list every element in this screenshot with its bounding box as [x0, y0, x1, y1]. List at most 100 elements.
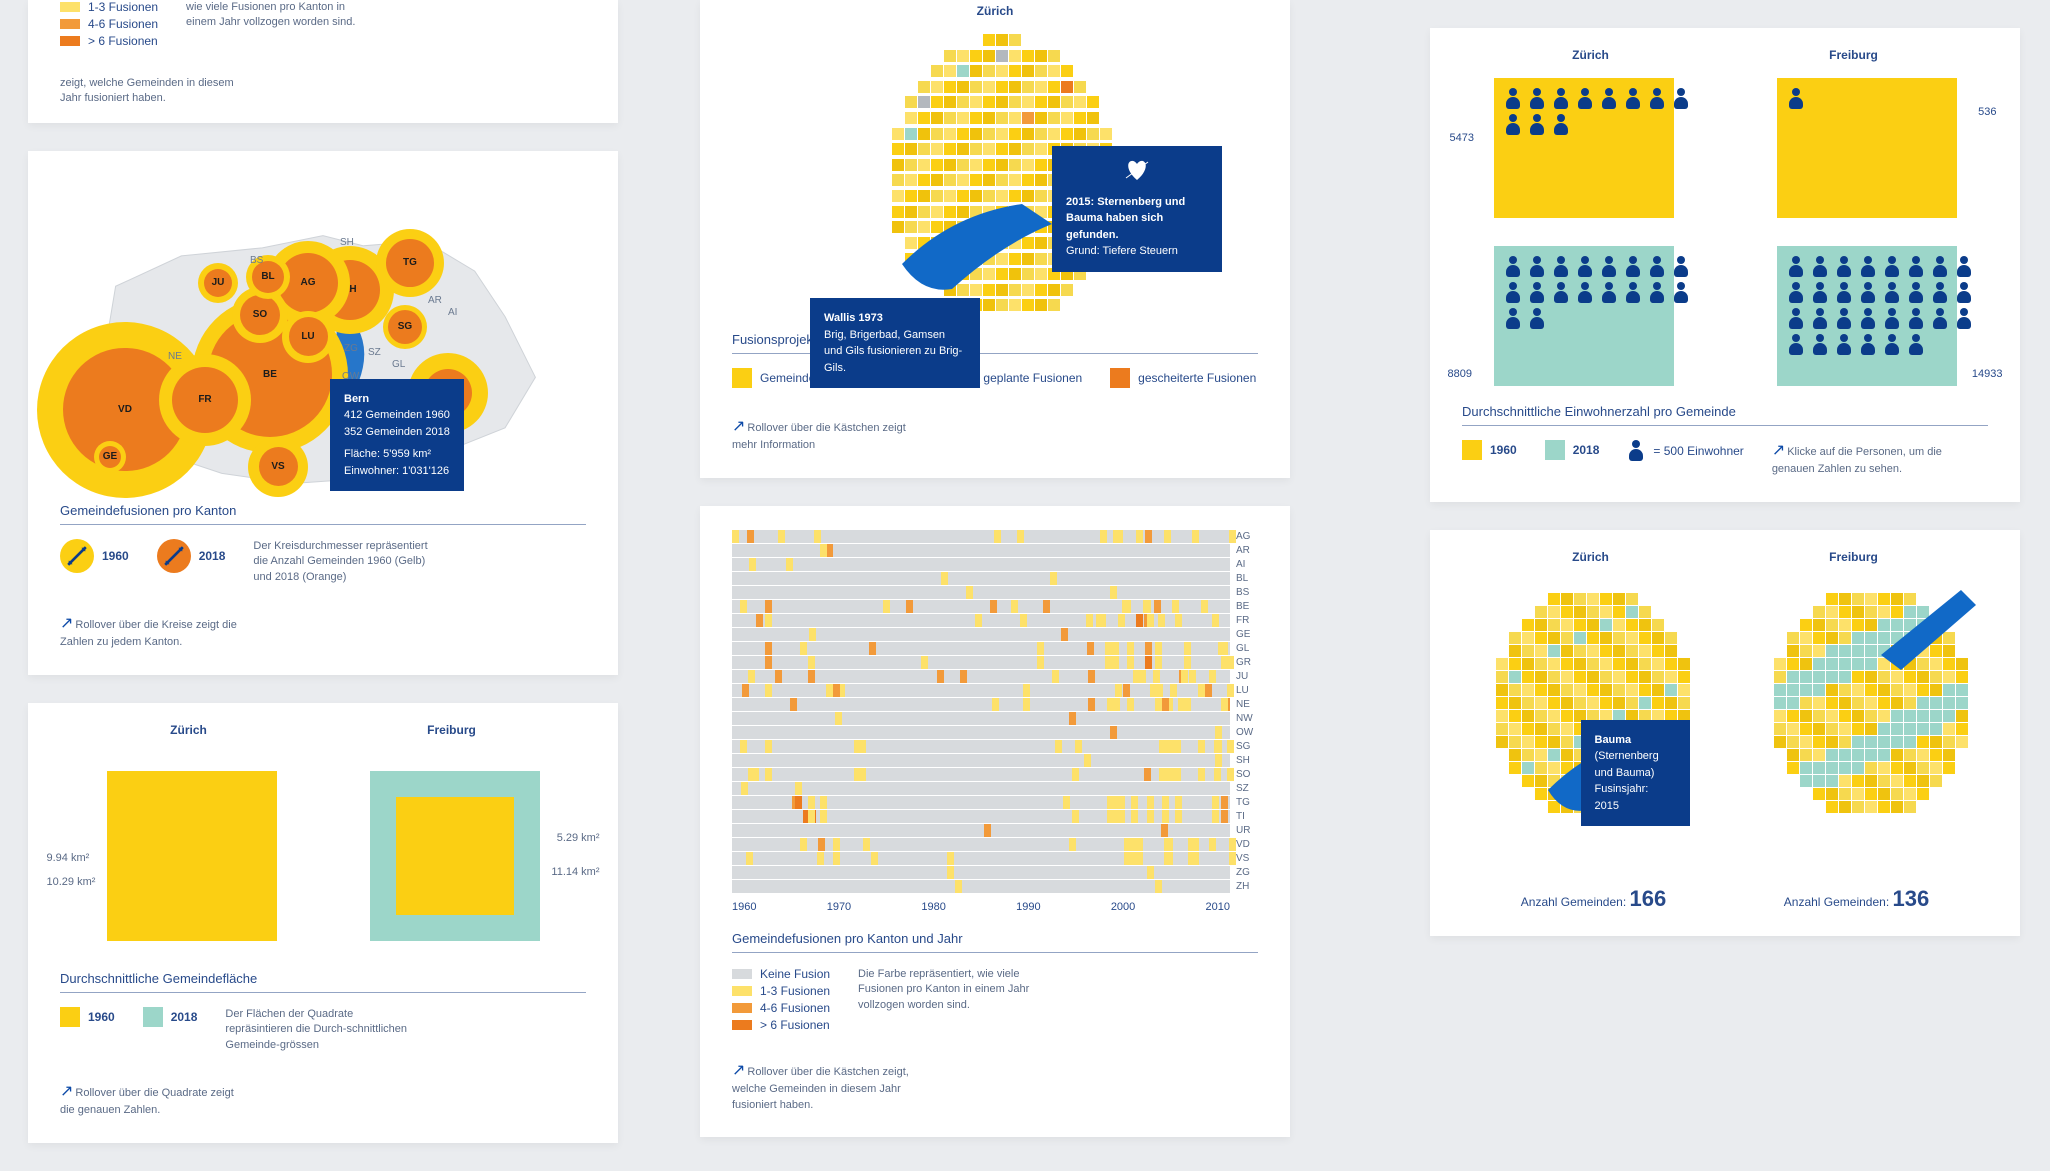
canton-label: NE [168, 351, 182, 362]
person-icon [1859, 256, 1877, 278]
canton-code: SG [1230, 741, 1258, 752]
person-icon [1576, 282, 1594, 304]
person-icon [1624, 88, 1642, 110]
person-icon [1883, 256, 1901, 278]
swatch [732, 1020, 752, 1030]
person-icon [1787, 308, 1805, 330]
legend-label: > 6 Fusionen [760, 1018, 830, 1032]
legend-hint: ↗Klicke auf die Personen, um die genauen… [1772, 440, 1962, 478]
person-icon [1859, 334, 1877, 356]
canton-code: GE [1230, 629, 1258, 640]
person-icon [1600, 88, 1618, 110]
legend-hint: ↗Rollover über die Kreise zeigt die Zahl… [60, 613, 250, 651]
tooltip-map: Bern412 Gemeinden 1960352 Gemeinden 2018… [330, 379, 464, 492]
legend-2018: 2018 [157, 539, 226, 573]
people-block-freiburg-2018[interactable] [1777, 246, 1957, 386]
section-title: Durchschnittliche Gemeindefläche [60, 971, 586, 986]
person-icon [1600, 256, 1618, 278]
timeline-heatmap[interactable]: AGARAIBLBSBEFRGEGLGRJULUNENWOWSGSHSOSZTG… [732, 530, 1258, 893]
canton-code: AR [1230, 545, 1258, 556]
map-bubble-fr[interactable]: FR [159, 354, 251, 446]
canton-code: ZH [1230, 881, 1258, 892]
canton-label: SH [340, 237, 354, 248]
value-label: 10.29 km² [47, 876, 96, 888]
canton-code: JU [1230, 671, 1258, 682]
swatch [60, 1007, 80, 1027]
square-zurich[interactable]: 9.94 km² 10.29 km² [107, 771, 277, 941]
legend-note: Die Farbe repräsentiert, wie viele Fusio… [858, 967, 1048, 1013]
person-icon [1648, 88, 1666, 110]
person-icon [1811, 308, 1829, 330]
person-icon [1576, 256, 1594, 278]
swatch [732, 368, 752, 388]
map-bubble-ju[interactable]: JU [198, 263, 238, 303]
person-icon [1504, 88, 1522, 110]
legend-hint: zeigt, welche Gemeinden in diesem Jahr f… [60, 76, 250, 107]
legend-label: 4-6 Fusionen [760, 1001, 830, 1015]
people-block-zurich-2018[interactable] [1494, 246, 1674, 386]
square-freiburg[interactable]: 5.29 km² 11.14 km² [370, 771, 540, 941]
map-bubble-vs[interactable]: VS [248, 437, 308, 497]
map-bubble-lu[interactable]: LU [282, 311, 334, 363]
tooltip-compare: Bauma (Sternenberg und Bauma) Fusinsjahr… [1581, 720, 1690, 827]
panel-map: VDBEFRZHAGGRTGSOLUVSBLSGJUGESHBSARAINEZG… [28, 151, 618, 675]
chart-title: Freiburg [427, 723, 476, 737]
person-icon [1528, 282, 1546, 304]
section-title: Gemeindefusionen pro Kanton und Jahr [732, 931, 1258, 946]
chart-title: Zürich [1572, 48, 1609, 62]
canton-label: BS [250, 255, 263, 266]
canton-code: BS [1230, 587, 1258, 598]
canton-code: NE [1230, 699, 1258, 710]
swatch [60, 2, 80, 12]
panel-area: Zürich Freiburg 9.94 km² 10.29 km² 5.29 … [28, 703, 618, 1143]
tooltip-timeline: Wallis 1973 Brig, Brigerbad, Gamsen und … [810, 298, 980, 388]
person-icon [1528, 88, 1546, 110]
count-zurich: Anzahl Gemeinden: 166 [1521, 886, 1666, 912]
person-icon [1835, 334, 1853, 356]
canton-code: BE [1230, 601, 1258, 612]
legend-label: 1960 [1490, 443, 1517, 457]
person-icon [1672, 282, 1690, 304]
canton-code: TG [1230, 797, 1258, 808]
legend-label: 1-3 Fusionen [760, 984, 830, 998]
person-icon [1955, 308, 1973, 330]
legend-1960: 1960 [60, 539, 129, 573]
people-block-freiburg-1960[interactable] [1777, 78, 1957, 218]
person-icon [1787, 334, 1805, 356]
canton-code: SZ [1230, 783, 1258, 794]
person-icon [1576, 88, 1594, 110]
person-icon [1931, 282, 1949, 304]
legend-hint: ↗Rollover über die Kästchen zeigt, welch… [732, 1060, 922, 1113]
swatch [1462, 440, 1482, 460]
count-freiburg: Anzahl Gemeinden: 136 [1784, 886, 1929, 912]
panel-compare-mosaic: Zürich Freiburg Bauma (Sternenberg und B… [1430, 530, 2020, 936]
person-icon [1552, 256, 1570, 278]
chart-title: Zürich [170, 723, 207, 737]
map-bubble-ge[interactable]: GE [94, 441, 126, 473]
legend-label: > 6 Fusionen [88, 34, 158, 48]
timeline-years: 196019701980199020002010 [732, 901, 1258, 913]
swatch [732, 969, 752, 979]
person-icon [1835, 308, 1853, 330]
person-icon [1787, 88, 1805, 110]
map-bubble-tg[interactable]: TG [376, 229, 444, 297]
canton-code: GL [1230, 643, 1258, 654]
person-icon [1504, 114, 1522, 136]
person-icon [1787, 256, 1805, 278]
legend-label: gescheiterte Fusionen [1138, 371, 1256, 385]
canton-code: TI [1230, 811, 1258, 822]
person-icon [1648, 256, 1666, 278]
swiss-map[interactable]: VDBEFRZHAGGRTGSOLUVSBLSGJUGESHBSARAINEZG… [60, 175, 586, 485]
people-block-zurich-1960[interactable] [1494, 78, 1674, 218]
person-icon [1931, 308, 1949, 330]
person-icon [1552, 282, 1570, 304]
person-icon [1504, 282, 1522, 304]
canton-code: NW [1230, 713, 1258, 724]
person-icon [1859, 308, 1877, 330]
swatch [1545, 440, 1565, 460]
canton-label: ZG [344, 343, 358, 354]
canton-code: GR [1230, 657, 1258, 668]
map-bubble-sg[interactable]: SG [383, 305, 427, 349]
person-icon [1811, 256, 1829, 278]
person-icon [1648, 282, 1666, 304]
